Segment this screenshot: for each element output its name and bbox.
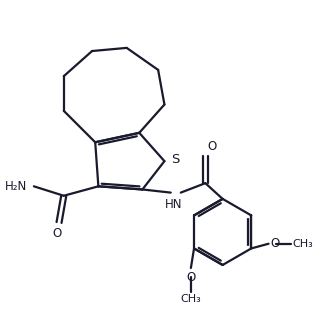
Text: O: O bbox=[208, 140, 217, 153]
Text: H₂N: H₂N bbox=[5, 180, 27, 193]
Text: S: S bbox=[171, 153, 180, 166]
Text: CH₃: CH₃ bbox=[292, 239, 313, 249]
Text: CH₃: CH₃ bbox=[181, 294, 201, 304]
Text: O: O bbox=[186, 271, 196, 284]
Text: O: O bbox=[271, 237, 280, 250]
Text: HN: HN bbox=[165, 198, 182, 211]
Text: O: O bbox=[53, 227, 62, 240]
